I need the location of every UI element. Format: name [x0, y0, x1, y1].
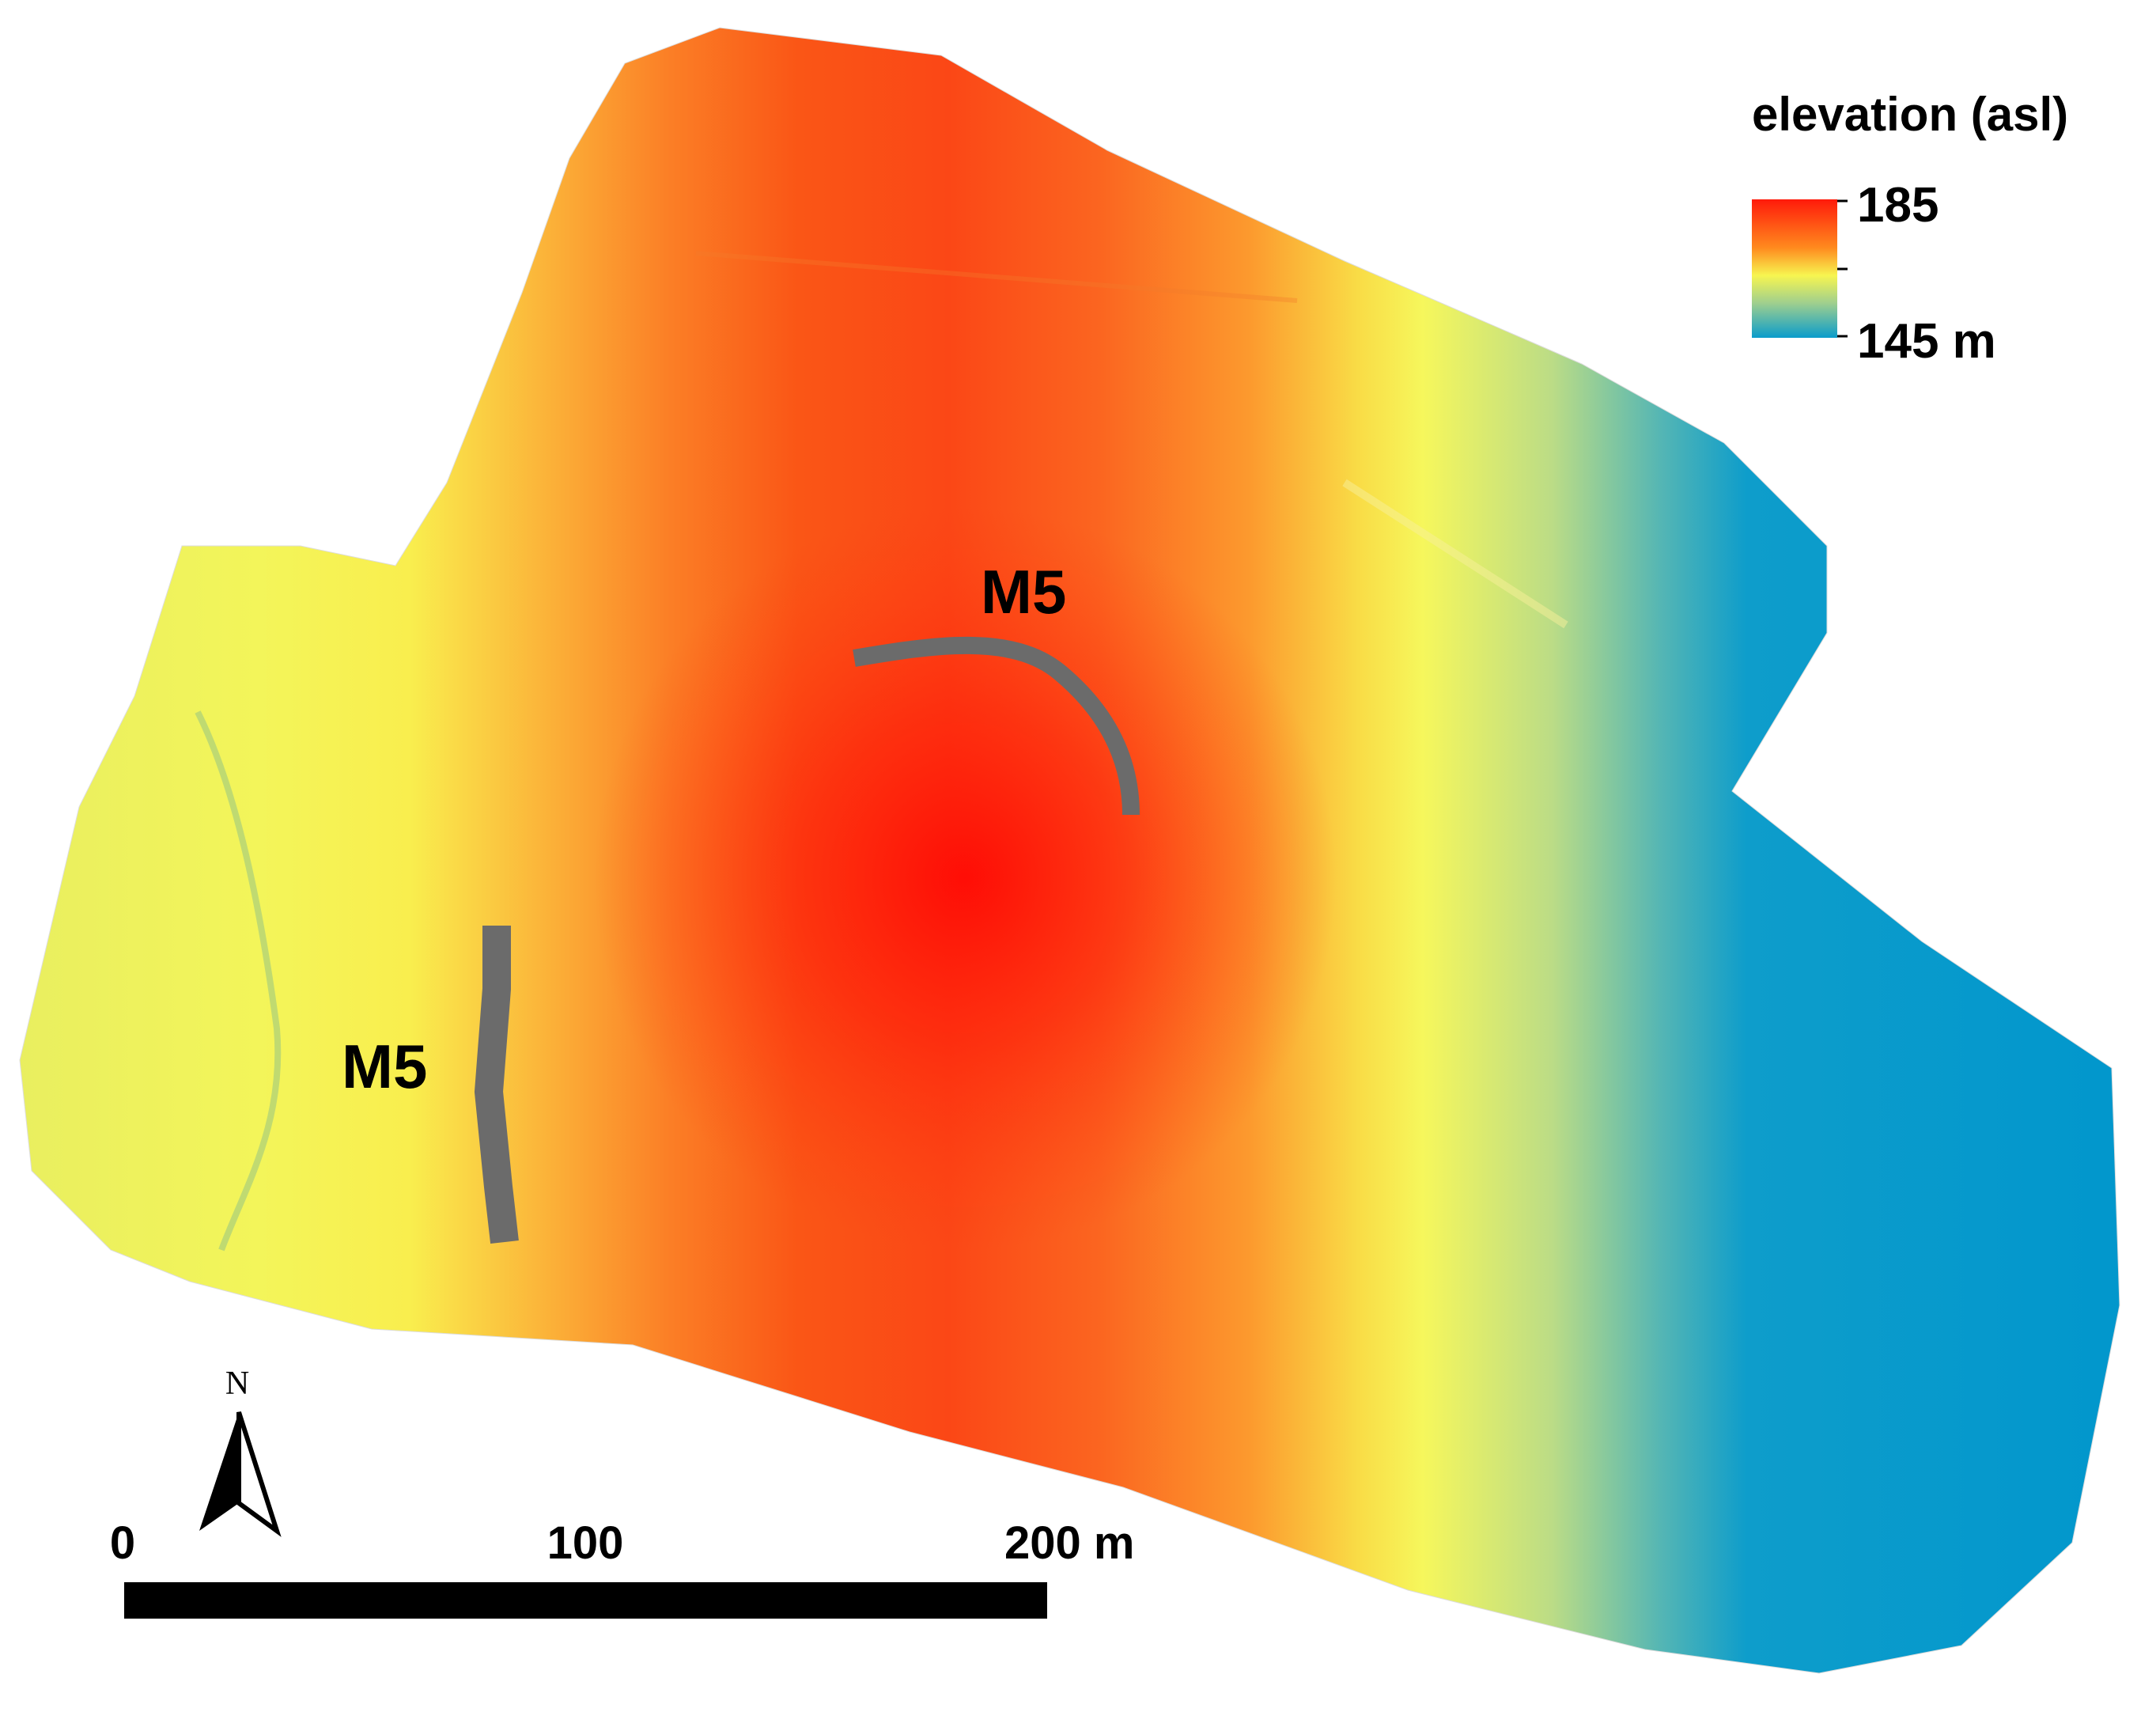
legend-max-label: 185 [1857, 178, 1939, 233]
scale-label-0: 0 [110, 1517, 135, 1569]
survey-area-outline [19, 27, 2120, 1674]
north-arrow-icon [199, 1412, 239, 1531]
scale-label-100: 100 [547, 1517, 624, 1569]
drainage-channel [195, 710, 282, 1252]
scale-bar-rect [124, 1582, 1047, 1619]
trench-m5-linear [474, 926, 519, 1244]
legend-color-ramp [1752, 199, 1837, 338]
north-arrow: N [199, 1365, 282, 1537]
legend-title: elevation (asl) [1752, 88, 2068, 141]
trench-m5-curved [853, 636, 1140, 816]
feature-label-m5-linear: M5 [342, 1032, 427, 1101]
legend: elevation (asl) 185 145 m [1752, 88, 2068, 369]
legend-min-label: 145 m [1857, 314, 1996, 369]
scale-label-200: 200 m [1004, 1517, 1134, 1569]
north-label: N [225, 1365, 249, 1402]
scale-bar: 0 100 200 m [110, 1517, 1134, 1619]
feature-label-m5-curved: M5 [981, 557, 1066, 627]
